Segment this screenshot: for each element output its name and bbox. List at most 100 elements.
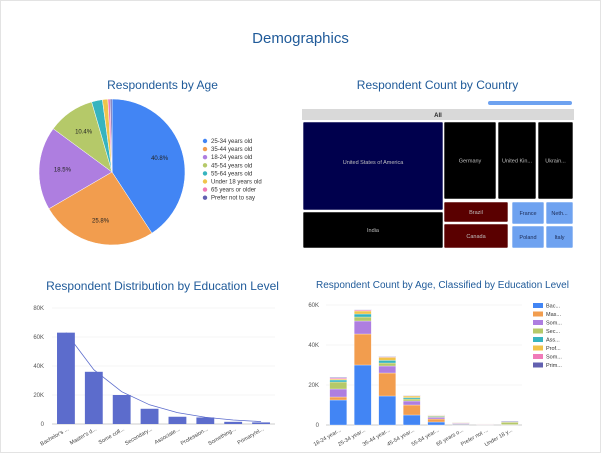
stack-seg-4-0[interactable] bbox=[427, 421, 445, 426]
stack-seg-2-0[interactable] bbox=[378, 395, 396, 426]
stack-legend-label-4: Ass... bbox=[546, 338, 560, 344]
stack-seg-0-7[interactable] bbox=[329, 377, 347, 379]
stack-seg-0-3[interactable] bbox=[329, 381, 347, 390]
pie-slice-7[interactable] bbox=[109, 98, 113, 173]
stack-seg-3-3[interactable] bbox=[403, 398, 421, 402]
treemap-cell-label-9: Poland bbox=[519, 235, 536, 241]
stack-seg-0-4[interactable] bbox=[329, 379, 347, 383]
edu-xtick-5: Profession... bbox=[180, 426, 210, 447]
stack-seg-2-3[interactable] bbox=[378, 362, 396, 367]
pie-legend-label-1: 35-44 years old bbox=[211, 147, 252, 153]
stack-seg-3-5[interactable] bbox=[403, 395, 421, 398]
education-bar-chart: 0 20K 40K 60K 80K Bachelor's ... Master's d...… bbox=[33, 306, 275, 448]
stack-seg-4-2[interactable] bbox=[427, 417, 445, 420]
stack-seg-1-4[interactable] bbox=[354, 313, 372, 318]
treemap-cell-9[interactable] bbox=[511, 225, 545, 249]
stack-seg-3-1[interactable] bbox=[403, 404, 421, 416]
stack-seg-2-2[interactable] bbox=[378, 365, 396, 374]
treemap-cell-3[interactable] bbox=[537, 121, 574, 200]
stack-seg-1-3[interactable] bbox=[354, 316, 372, 322]
edu-bar-4[interactable] bbox=[168, 416, 187, 424]
stack-legend-swatch-4 bbox=[533, 337, 543, 342]
treemap-cell-label-3: Ukrain... bbox=[545, 159, 566, 165]
edu-trendline bbox=[65, 332, 262, 423]
edu-bar-3[interactable] bbox=[140, 408, 159, 424]
stack-seg-4-1[interactable] bbox=[427, 418, 445, 423]
pie-data-label-0: 40.8% bbox=[151, 156, 169, 162]
stack-legend-swatch-2 bbox=[533, 320, 543, 325]
treemap-cell-1[interactable] bbox=[443, 121, 497, 200]
edu-bar-5[interactable] bbox=[196, 417, 215, 424]
edu-xtick-0: Bachelor's ... bbox=[40, 426, 71, 447]
stack-seg-0-0[interactable] bbox=[329, 399, 347, 426]
edu-xtick-6: Something... bbox=[207, 426, 237, 447]
stack-seg-1-2[interactable] bbox=[354, 320, 372, 335]
stack-seg-3-0[interactable] bbox=[403, 414, 421, 426]
pie-slice-2[interactable] bbox=[38, 128, 113, 210]
treemap-slider[interactable] bbox=[488, 101, 572, 105]
stack-seg-1-5[interactable] bbox=[354, 310, 372, 315]
stack-seg-3-2[interactable] bbox=[403, 400, 421, 406]
pie-slice-1[interactable] bbox=[48, 171, 153, 246]
stack-seg-2-4[interactable] bbox=[378, 360, 396, 364]
pie-legend-swatch-2 bbox=[202, 155, 208, 160]
treemap-header[interactable] bbox=[302, 109, 574, 120]
treemap-cell-label-1: Germany bbox=[459, 159, 482, 165]
treemap-cell-label-6: Canada bbox=[466, 234, 486, 240]
treemap-cell-2[interactable] bbox=[497, 121, 537, 200]
pie-legend-label-6: 65 years or older bbox=[211, 188, 256, 194]
stack-legend-swatch-1 bbox=[533, 311, 543, 317]
edu-bar-6[interactable] bbox=[224, 421, 243, 424]
stack-legend-label-3: Sec... bbox=[546, 329, 561, 335]
edu-ytick-1: 20K bbox=[33, 393, 44, 399]
treemap-cell-8[interactable] bbox=[545, 201, 574, 225]
pie-legend-swatch-3 bbox=[202, 163, 208, 168]
stack-seg-7-3[interactable] bbox=[501, 422, 519, 425]
treemap-cell-label-5: Brazil bbox=[469, 210, 483, 216]
stack-seg-1-1[interactable] bbox=[354, 333, 372, 366]
stack-seg-0-2[interactable] bbox=[329, 388, 347, 398]
pie-legend-label-4: 55-64 years old bbox=[211, 171, 252, 177]
treemap-cell-label-8: Neth... bbox=[551, 211, 568, 217]
edu-xtick-7: Primary/el... bbox=[237, 426, 266, 446]
treemap-cell-label-4: India bbox=[367, 228, 380, 234]
stack-seg-0-1[interactable] bbox=[329, 396, 347, 401]
stack-seg-2-5[interactable] bbox=[378, 357, 396, 361]
stack-seg-3-4[interactable] bbox=[403, 397, 421, 400]
stack-seg-2-1[interactable] bbox=[378, 372, 396, 397]
edu-xtick-1: Master's d... bbox=[69, 426, 98, 446]
stack-legend-swatch-7 bbox=[533, 362, 543, 368]
stacked-bar-title: Respondent Count by Age, Classified by E… bbox=[316, 280, 569, 291]
pie-data-label-1: 25.8% bbox=[92, 218, 110, 224]
edu-bar-7[interactable] bbox=[252, 422, 270, 424]
age-pie-chart: 40.8% 25.8% 18.5% 10.4% 25-34 years old 35-44… bbox=[38, 98, 262, 246]
edu-ytick-4: 80K bbox=[33, 306, 44, 312]
stack-ytick-0: 0 bbox=[316, 423, 320, 429]
stack-legend-label-1: Mas... bbox=[546, 312, 561, 318]
pie-legend-swatch-6 bbox=[202, 187, 208, 192]
edu-bar-2[interactable] bbox=[112, 395, 131, 424]
pie-legend-label-3: 45-54 years old bbox=[211, 163, 252, 169]
treemap-cell-4[interactable] bbox=[302, 211, 444, 249]
treemap-cell-0[interactable] bbox=[302, 121, 444, 211]
dashboard-title: Demographics bbox=[252, 30, 349, 47]
treemap-cell-5[interactable] bbox=[443, 201, 509, 223]
treemap-cell-10[interactable] bbox=[545, 225, 574, 249]
treemap-cell-label-7: France bbox=[519, 211, 536, 217]
treemap-cell-label-10: Italy bbox=[554, 235, 564, 241]
treemap-cell-7[interactable] bbox=[511, 201, 545, 225]
education-bar-title: Respondent Distribution by Education Lev… bbox=[46, 279, 279, 293]
pie-data-label-2: 18.5% bbox=[54, 167, 72, 173]
country-treemap[interactable]: All United States of America Germany United… bbox=[300, 96, 580, 252]
country-treemap-title: Respondent Count by Country bbox=[356, 78, 519, 92]
treemap-cell-6[interactable] bbox=[443, 223, 509, 249]
edu-bar-0[interactable] bbox=[57, 332, 75, 424]
edu-xtick-4: Associate... bbox=[154, 426, 182, 446]
stack-legend-swatch-3 bbox=[533, 328, 543, 334]
stack-seg-1-0[interactable] bbox=[354, 364, 372, 426]
stack-seg-7-7[interactable] bbox=[501, 421, 519, 423]
pie-legend-label-7: Prefer not to say bbox=[211, 196, 255, 202]
pie-legend-swatch-4 bbox=[202, 171, 208, 176]
edu-bar-1[interactable] bbox=[84, 371, 103, 424]
